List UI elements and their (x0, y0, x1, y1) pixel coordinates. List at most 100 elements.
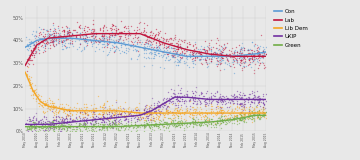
Point (234, 59, 239, 61)
Point (260, 113, 266, 116)
Point (107, 107, 112, 109)
Point (148, 121, 154, 124)
Point (118, 122, 124, 125)
Point (203, 122, 209, 125)
Point (80, 113, 86, 116)
Point (33, 121, 39, 124)
Point (225, 53, 231, 56)
Point (110, 24, 116, 26)
Point (150, 108, 156, 110)
Point (230, 94, 236, 97)
Point (112, 42, 117, 45)
Point (91, 30, 97, 32)
Point (23, 36, 29, 38)
Point (157, 42, 162, 45)
Point (84, 114, 90, 117)
Point (242, 112, 248, 114)
Point (177, 56, 183, 58)
Point (174, 47, 180, 50)
Point (82, 34, 87, 36)
Point (163, 122, 169, 125)
Point (35, 119, 41, 122)
Point (197, 58, 202, 61)
Point (191, 96, 197, 99)
Point (42, 43, 48, 45)
Point (214, 47, 220, 49)
Point (238, 110, 244, 113)
Point (99, 105, 105, 108)
Point (141, 108, 147, 110)
Point (245, 52, 251, 54)
Point (104, 118, 110, 121)
Point (219, 118, 225, 120)
Point (163, 47, 169, 49)
Point (241, 62, 247, 65)
Point (222, 123, 228, 125)
Point (113, 28, 119, 31)
Point (171, 44, 177, 47)
Point (51, 32, 57, 35)
Point (194, 56, 200, 58)
Point (83, 45, 89, 47)
Point (80, 26, 85, 29)
Point (28, 124, 34, 126)
Point (40, 126, 46, 129)
Point (147, 30, 153, 33)
Point (156, 101, 162, 104)
Point (228, 55, 234, 57)
Point (175, 48, 181, 50)
Point (101, 126, 107, 128)
Point (177, 126, 183, 129)
Point (217, 56, 223, 59)
Point (77, 110, 83, 113)
Point (203, 59, 208, 62)
Point (42, 110, 48, 113)
Point (117, 37, 123, 40)
Point (216, 116, 222, 119)
Point (190, 122, 195, 124)
Point (249, 100, 255, 103)
Point (47, 108, 53, 111)
Point (33, 112, 39, 115)
Point (167, 51, 172, 53)
Point (243, 109, 248, 111)
Point (249, 51, 255, 53)
Point (43, 126, 49, 129)
Point (224, 105, 230, 108)
Point (31, 44, 37, 46)
Point (27, 128, 32, 130)
Point (28, 124, 34, 127)
Point (62, 122, 67, 124)
Point (27, 54, 33, 56)
Point (61, 121, 67, 123)
Point (176, 123, 182, 126)
Point (178, 52, 184, 55)
Point (88, 125, 94, 127)
Point (234, 61, 240, 63)
Point (206, 100, 212, 103)
Point (206, 121, 212, 123)
Point (45, 126, 51, 129)
Point (245, 114, 251, 117)
Point (220, 46, 225, 48)
Point (247, 105, 252, 108)
Point (29, 41, 35, 44)
Point (176, 53, 181, 55)
Point (99, 118, 105, 121)
Point (66, 126, 72, 128)
Point (231, 115, 237, 118)
Point (24, 118, 30, 121)
Point (148, 124, 153, 126)
Point (256, 102, 262, 105)
Point (174, 45, 179, 47)
Point (141, 123, 147, 126)
Point (125, 24, 130, 27)
Point (159, 112, 165, 115)
Point (157, 47, 162, 50)
Point (199, 53, 205, 56)
Point (145, 123, 151, 125)
Point (32, 46, 38, 49)
Point (247, 52, 252, 55)
Point (203, 92, 208, 95)
Point (160, 40, 166, 42)
